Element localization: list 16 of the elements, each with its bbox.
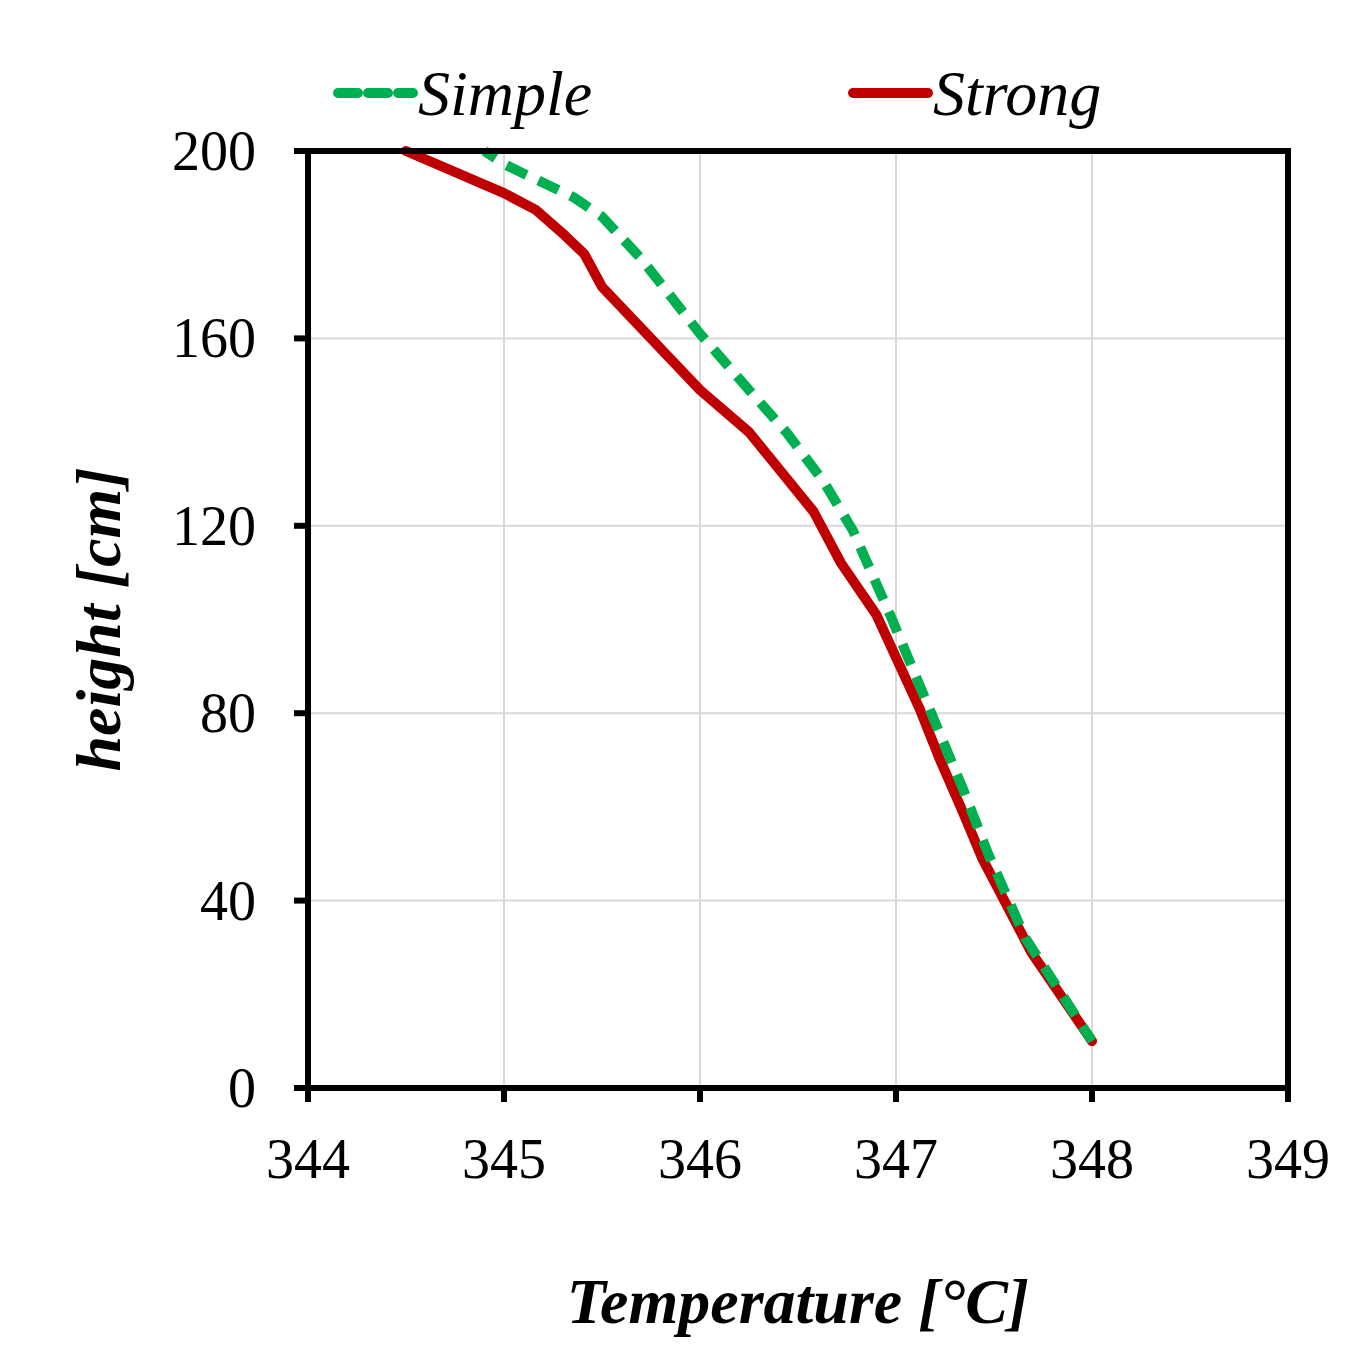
x-tick-label: 345 — [462, 1128, 546, 1190]
y-tick-label: 200 — [172, 120, 256, 182]
x-tick-label: 347 — [854, 1128, 938, 1190]
y-tick-label: 120 — [172, 494, 256, 557]
y-tick-label: 80 — [200, 682, 256, 745]
legend-label: Simple — [418, 58, 593, 129]
x-axis-title: Temperature [°C] — [566, 1266, 1030, 1337]
x-tick-label: 346 — [658, 1128, 742, 1190]
x-tick-label: 344 — [266, 1128, 350, 1190]
y-tick-label: 160 — [172, 307, 256, 370]
y-tick-label: 40 — [200, 869, 256, 932]
legend-label: Strong — [933, 58, 1102, 129]
y-tick-label: 0 — [228, 1057, 256, 1119]
x-tick-label: 349 — [1246, 1128, 1330, 1190]
x-tick-label: 348 — [1050, 1128, 1134, 1190]
y-axis-title: height [cm] — [63, 467, 134, 772]
